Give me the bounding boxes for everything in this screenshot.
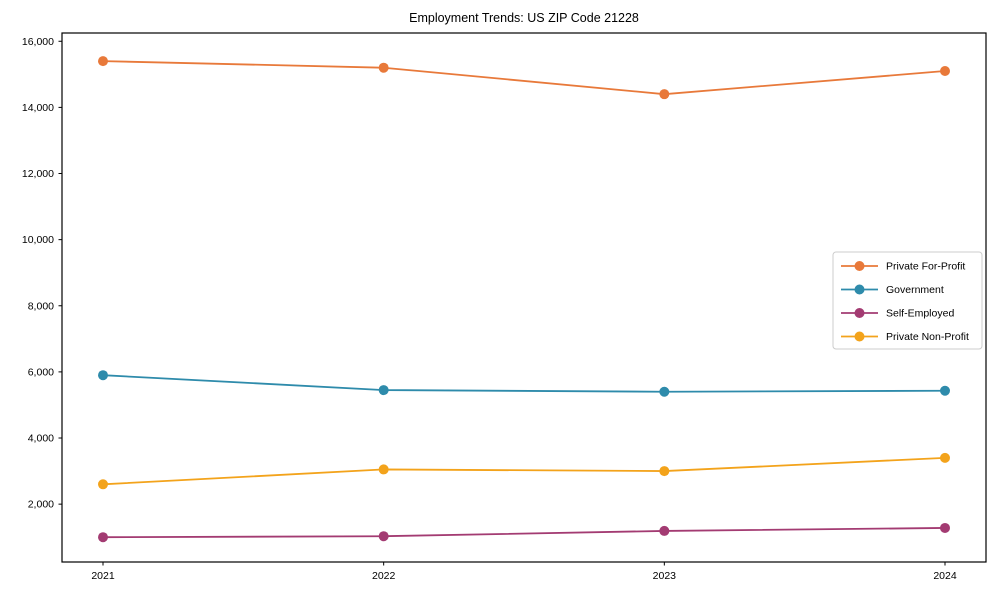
x-tick-label: 2022 xyxy=(372,570,396,582)
legend-marker xyxy=(854,308,865,318)
data-point xyxy=(98,56,108,67)
x-tick-label: 2023 xyxy=(653,570,677,582)
series-line-private-for-profit xyxy=(102,60,946,96)
data-point xyxy=(378,464,389,475)
legend-item: Private For-Profit xyxy=(841,261,965,273)
x-tick-label: 2021 xyxy=(91,570,115,582)
series-lines xyxy=(98,56,950,543)
legend-box xyxy=(832,251,983,350)
data-point xyxy=(659,386,670,397)
y-tick-label: 14,000 xyxy=(22,102,54,114)
legend-marker xyxy=(854,284,865,295)
legend-item: Private Non-Profit xyxy=(841,331,969,343)
series-line-government xyxy=(102,374,946,393)
plot-border xyxy=(61,32,987,563)
y-tick-label: 10,000 xyxy=(22,234,54,246)
data-point xyxy=(659,89,670,100)
data-point xyxy=(98,532,108,543)
data-point xyxy=(378,531,389,542)
y-tick-label: 8,000 xyxy=(28,300,54,312)
x-tick-label: 2024 xyxy=(933,570,957,582)
legend-marker xyxy=(854,331,865,342)
legend-item: Government xyxy=(841,284,944,296)
y-tick-label: 12,000 xyxy=(22,168,54,180)
chart-title: Employment Trends: US ZIP Code 21228 xyxy=(409,11,639,25)
legend-marker xyxy=(854,261,865,271)
data-point xyxy=(98,370,108,381)
data-point xyxy=(378,385,389,396)
data-point xyxy=(940,66,950,77)
data-point xyxy=(940,452,950,463)
data-point xyxy=(659,525,670,536)
data-point xyxy=(378,62,389,73)
data-point xyxy=(98,479,108,490)
legend-label: Government xyxy=(886,284,944,296)
y-tick-label: 16,000 xyxy=(22,36,54,48)
legend-label: Self-Employed xyxy=(886,308,954,320)
series-line-private-non-profit xyxy=(102,456,946,486)
y-tick-label: 6,000 xyxy=(28,366,54,378)
y-tick-label: 4,000 xyxy=(28,433,54,445)
legend-item: Self-Employed xyxy=(841,308,954,320)
legend-label: Private Non-Profit xyxy=(886,331,969,343)
axes: 2,000 4,000 6,000 8,000 10,000 12,000 14,000 16… xyxy=(22,36,957,582)
legend-label: Private For-Profit xyxy=(886,261,965,273)
legend: Private For-Profit Government Self-Employe… xyxy=(832,251,983,350)
series-line-self-employed xyxy=(102,527,946,539)
y-tick-label: 2,000 xyxy=(28,499,54,511)
data-point xyxy=(659,466,670,477)
data-point xyxy=(940,385,950,396)
data-point xyxy=(940,522,950,533)
